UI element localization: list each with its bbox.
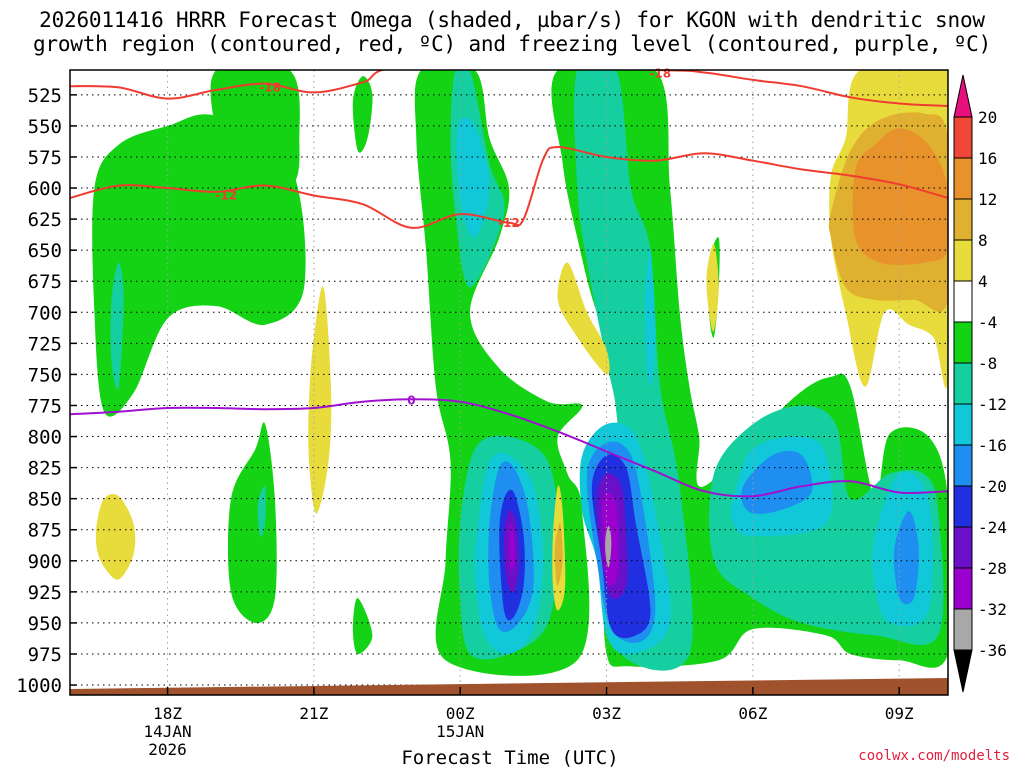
- colorbar-bin--4-4: [953, 280, 973, 323]
- plot-frame: [69, 69, 949, 696]
- omega-region-12-0: [852, 128, 948, 265]
- omega-region--4-2: [352, 76, 373, 153]
- omega-region--4-7: [352, 598, 373, 655]
- y-tick-label-950: 950: [28, 613, 62, 635]
- colorbar-bin--12--8: [953, 362, 973, 405]
- omega-region--28-0: [508, 523, 516, 571]
- contour-line-0: [70, 70, 948, 107]
- colorbar-label--8: -8: [978, 354, 997, 373]
- colorbar: 20 16 12 8 4 -4 -8 -12 -16 -20 -24 -28 -32 -36: [953, 74, 1007, 693]
- contour-line-2: [70, 398, 948, 498]
- omega-region--8-2: [574, 70, 693, 671]
- contour-labels: -18 -18 -12 -12 0: [215, 67, 671, 408]
- omega-region--12-5: [456, 117, 490, 238]
- y-tick-label-725: 725: [28, 333, 62, 355]
- omega-shading: [92, 70, 948, 676]
- y-tick-label-750: 750: [28, 364, 62, 386]
- colorbar-label--36: -36: [978, 641, 1007, 660]
- omega-region--16-3: [893, 511, 919, 605]
- x-tick-label-18Z: 18Z: [153, 704, 182, 723]
- contour-label-2: -12: [215, 188, 237, 202]
- chart-title-line-1: 2026011416 HRRR Forecast Omega (shaded, …: [39, 8, 985, 32]
- y-tick-label-625: 625: [28, 209, 62, 231]
- contour-lines: [70, 70, 948, 498]
- ground-surface: [70, 678, 948, 695]
- contour-label-4: 0: [407, 394, 415, 408]
- colorbar-label-12: 12: [978, 190, 997, 209]
- colorbar-bin--8--4: [953, 321, 973, 364]
- y-tick-label-850: 850: [28, 489, 62, 511]
- contour-label-0: -18: [259, 80, 281, 94]
- colorbar-label--4: -4: [978, 313, 997, 332]
- y-tick-label-900: 900: [28, 551, 62, 573]
- y-tick-label-550: 550: [28, 116, 62, 138]
- colorbar-bin--36--32: [953, 608, 973, 651]
- colorbar-bin-8-12: [953, 198, 973, 241]
- colorbar-label-8: 8: [978, 231, 988, 250]
- colorbar-bin--28--24: [953, 526, 973, 569]
- y-axis: 525 550 575 600 625 650 675 700 725 750 775 800 825 8…: [16, 85, 77, 697]
- y-tick-label-600: 600: [28, 178, 62, 200]
- x-tick-label-00Z: 00Z: [446, 704, 475, 723]
- colorbar-bin--16--12: [953, 403, 973, 446]
- colorbar-bin--20--16: [953, 444, 973, 487]
- y-tick-label-650: 650: [28, 240, 62, 262]
- colorbar-label--24: -24: [978, 518, 1007, 537]
- ground-band: [70, 678, 948, 695]
- colorbar-label--28: -28: [978, 559, 1007, 578]
- y-tick-label-1000: 1000: [16, 675, 62, 697]
- colorbar-label-16: 16: [978, 149, 997, 168]
- colorbar-label-20: 20: [978, 108, 997, 127]
- contour-label-3: -12: [498, 216, 520, 230]
- y-tick-label-775: 775: [28, 395, 62, 417]
- colorbar-label--32: -32: [978, 600, 1007, 619]
- x-tick-label-06Z: 06Z: [738, 704, 767, 723]
- y-tick-label-800: 800: [28, 427, 62, 449]
- colorbar-over-arrow: [953, 74, 973, 118]
- contour-line-1: [70, 145, 948, 229]
- x-axis-label: Forecast Time (UTC): [401, 747, 618, 768]
- x-tick-label-03Z: 03Z: [592, 704, 621, 723]
- y-tick-label-875: 875: [28, 520, 62, 542]
- grid-lines: [70, 70, 948, 695]
- colorbar-bin-12-16: [953, 157, 973, 200]
- x-tick-label-09Z: 09Z: [885, 704, 914, 723]
- chart-title-line-2: growth region (contoured, red, ºC) and f…: [32, 32, 992, 56]
- colorbar-bin--24--20: [953, 485, 973, 528]
- colorbar-bin--32--28: [953, 567, 973, 610]
- omega-region-4-2: [308, 286, 332, 514]
- omega-region--32-0: [605, 525, 612, 568]
- y-tick-label-700: 700: [28, 302, 62, 324]
- y-tick-label-975: 975: [28, 644, 62, 666]
- contour-label-1: -18: [649, 67, 671, 81]
- colorbar-bin-4-8: [953, 239, 973, 282]
- x-tick-sub2-18Z: 2026: [148, 740, 187, 759]
- colorbar-label--20: -20: [978, 477, 1007, 496]
- colorbar-label--12: -12: [978, 395, 1007, 414]
- y-tick-label-825: 825: [28, 458, 62, 480]
- y-tick-label-925: 925: [28, 582, 62, 604]
- omega-region-4-1: [95, 493, 136, 580]
- omega-region-4-4: [706, 243, 719, 332]
- omega-region--8-0: [110, 262, 124, 390]
- colorbar-under-arrow: [953, 649, 973, 693]
- omega-region-8-1: [554, 523, 563, 586]
- colorbar-label--16: -16: [978, 436, 1007, 455]
- colorbar-bin-16-20: [953, 116, 973, 159]
- y-tick-label-525: 525: [28, 85, 62, 107]
- omega-region--4-1: [210, 70, 300, 196]
- omega-region-4-3: [557, 262, 610, 375]
- omega-region--4-6: [227, 422, 277, 624]
- y-tick-label-675: 675: [28, 271, 62, 293]
- credit-text[interactable]: coolwx.com/modelts: [858, 748, 1010, 764]
- omega-region--16-2: [741, 450, 813, 514]
- omega-region--12-4: [645, 248, 656, 387]
- y-tick-label-575: 575: [28, 147, 62, 169]
- colorbar-label-4: 4: [978, 272, 988, 291]
- x-tick-sub1-18Z: 14JAN: [143, 722, 191, 741]
- x-tick-sub1-00Z: 15JAN: [436, 722, 484, 741]
- x-tick-label-21Z: 21Z: [299, 704, 328, 723]
